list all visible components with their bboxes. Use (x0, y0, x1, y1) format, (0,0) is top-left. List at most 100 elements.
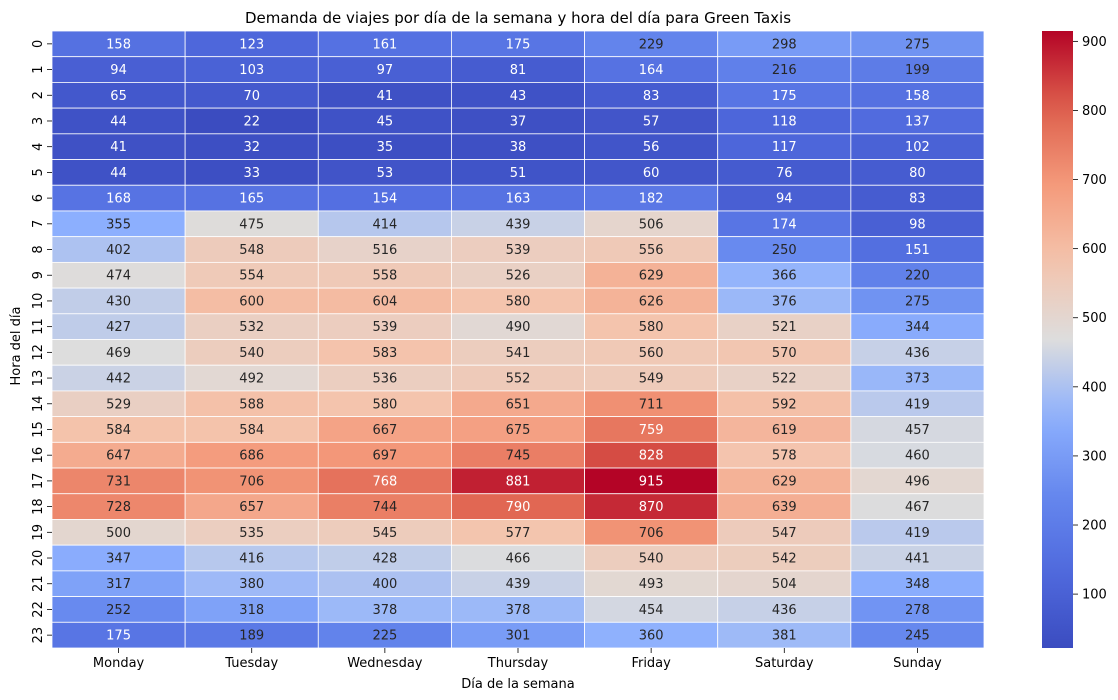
heatmap-cell (184, 416, 319, 443)
heatmap-cell (584, 493, 719, 520)
heatmap-cell (584, 82, 719, 109)
cell-value: 182 (639, 192, 664, 207)
heatmap-cell (717, 493, 852, 520)
heatmap-cell (317, 236, 452, 263)
heatmap-cell (584, 236, 719, 263)
heatmap-cell (51, 596, 186, 623)
x-axis-ticks: Monday Tuesday Wednesday Thursday Friday Satu… (93, 648, 942, 671)
heatmap-cell (850, 82, 985, 109)
cell-value: 65 (110, 89, 127, 104)
cell-value: 117 (772, 140, 797, 155)
heatmap-cell (850, 184, 985, 212)
heatmap-cell (317, 287, 452, 315)
cell-value: 355 (106, 217, 131, 232)
cell-value: 44 (110, 114, 127, 129)
heatmap-cell (850, 621, 985, 649)
cell-value: 373 (905, 372, 930, 387)
colorbar-tick-label: 700 (1082, 173, 1107, 188)
heatmap-cell (317, 570, 452, 597)
heatmap-cell (451, 441, 585, 469)
heatmap-cell (451, 107, 585, 135)
cell-value: 516 (372, 243, 397, 258)
cell-value: 828 (639, 449, 664, 464)
heatmap-cell (51, 339, 186, 366)
cell-value: 915 (639, 474, 664, 489)
y-tick-label: 2 (31, 91, 46, 99)
cell-value: 469 (106, 346, 131, 361)
y-tick-label: 7 (31, 220, 46, 228)
x-tick-label: Wednesday (347, 656, 423, 671)
x-axis-label: Día de la semana (461, 677, 574, 692)
cell-value: 580 (506, 294, 531, 309)
heatmap-cell (451, 467, 585, 495)
cell-value: 657 (239, 500, 264, 515)
cell-value: 556 (639, 243, 664, 258)
heatmap-cell (184, 493, 319, 520)
cell-value: 619 (772, 423, 797, 438)
y-tick-label: 14 (31, 395, 46, 412)
heatmap-cell (184, 107, 319, 135)
heatmap-cell (584, 210, 719, 238)
heatmap-cell (584, 56, 719, 83)
cell-value: 57 (643, 114, 660, 129)
cell-value: 216 (772, 63, 797, 78)
cell-value: 540 (239, 346, 264, 361)
heatmap-cell (51, 570, 186, 597)
heatmap-cell (451, 210, 585, 238)
cell-value: 706 (239, 474, 264, 489)
cell-value: 400 (372, 577, 397, 592)
cell-value: 53 (377, 166, 394, 181)
cell-value: 728 (106, 500, 131, 515)
heatmap-cell (584, 416, 719, 443)
heatmap-cell (584, 570, 719, 597)
cell-value: 881 (506, 474, 531, 489)
cell-value: 45 (377, 114, 394, 129)
heatmap-cell (717, 544, 852, 572)
heatmap-cell (51, 107, 186, 135)
heatmap-cell (584, 467, 719, 495)
cell-value: 496 (905, 474, 930, 489)
heatmap-cell (850, 416, 985, 443)
cell-value: 347 (106, 552, 131, 567)
cell-value: 220 (905, 269, 930, 284)
cell-value: 44 (110, 166, 127, 181)
y-tick-label: 12 (31, 344, 46, 361)
heatmap-cell (451, 287, 585, 315)
cell-value: 457 (905, 423, 930, 438)
cell-value: 318 (239, 603, 264, 618)
cell-value: 175 (106, 629, 131, 644)
cell-value: 137 (905, 114, 930, 129)
y-tick-label: 20 (31, 550, 46, 567)
heatmap-cell (717, 82, 852, 109)
cell-value: 98 (909, 217, 926, 232)
heatmap-cell (717, 287, 852, 315)
heatmap-cell (584, 544, 719, 572)
x-tick-label: Tuesday (224, 656, 278, 671)
heatmap-cell (451, 184, 585, 212)
heatmap-cell (317, 467, 452, 495)
cell-value: 475 (239, 217, 264, 232)
cell-value: 526 (506, 269, 531, 284)
cell-value: 441 (905, 552, 930, 567)
cell-value: 570 (772, 346, 797, 361)
heatmap-cell (850, 261, 985, 289)
heatmap-cell (317, 493, 452, 520)
heatmap-cell (850, 339, 985, 366)
heatmap-cell (451, 313, 585, 340)
cell-value: 547 (772, 526, 797, 541)
cell-value: 584 (239, 423, 264, 438)
heatmap-cell (717, 184, 852, 212)
cell-value: 175 (772, 89, 797, 104)
cell-value: 675 (506, 423, 531, 438)
cell-value: 70 (243, 89, 260, 104)
cell-value: 629 (772, 474, 797, 489)
y-tick-label: 6 (31, 194, 46, 202)
heatmap-cell (451, 339, 585, 366)
heatmap-cell (317, 30, 452, 58)
cell-value: 474 (106, 269, 131, 284)
colorbar-tick-label: 800 (1082, 104, 1107, 119)
y-tick-label: 17 (31, 473, 46, 490)
heatmap-cell (51, 261, 186, 289)
heatmap-cell (451, 82, 585, 109)
